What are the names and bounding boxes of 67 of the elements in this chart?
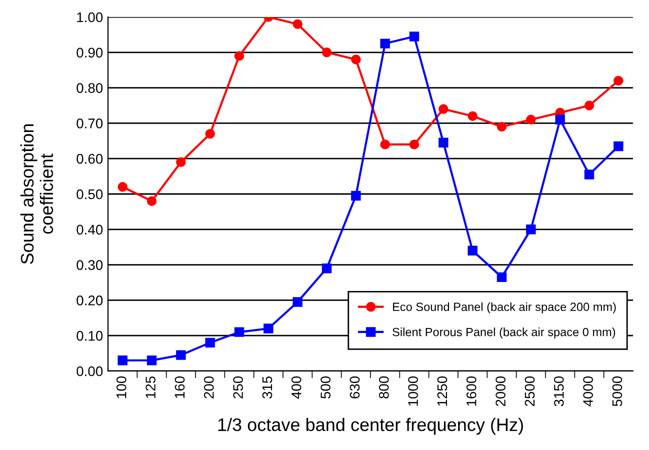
y-tick-label: 0.30: [76, 260, 103, 270]
legend-label: Eco Sound Panel (back air space 200 mm): [393, 302, 616, 314]
x-tick-label: 1600: [466, 376, 476, 406]
y-tick-label: 0.70: [76, 118, 103, 128]
point: [234, 51, 244, 61]
x-tick-label: 160: [174, 376, 185, 398]
point: [584, 170, 594, 180]
y-tick-label: 1.00: [77, 12, 103, 22]
x-tick-label: 2000: [496, 376, 506, 406]
x-tick-label: 5000: [612, 376, 622, 406]
y-tick-label: 0.00: [76, 366, 103, 376]
x-tick-label: 630: [350, 376, 360, 398]
x-tick-label: 4000: [583, 376, 593, 406]
point: [292, 297, 302, 307]
point: [496, 122, 507, 132]
point: [118, 356, 128, 366]
point: [380, 38, 390, 48]
x-tick-label: 250: [233, 376, 243, 398]
y-tick-label: 0.60: [76, 154, 103, 164]
point: [409, 32, 420, 42]
point: [176, 157, 186, 167]
x-tick-label: 315: [262, 376, 272, 398]
point: [526, 114, 536, 125]
x-tick-label: 2500: [524, 376, 535, 406]
point: [146, 196, 157, 206]
point: [438, 138, 448, 148]
y-tick-label: 0.40: [76, 224, 103, 235]
point: [380, 140, 390, 150]
point: [555, 114, 565, 125]
point: [526, 224, 536, 234]
x-tick-label: 500: [320, 376, 330, 398]
point: [118, 182, 128, 192]
y-tick-label: 0.90: [76, 48, 103, 58]
point: [584, 100, 594, 110]
x-tick-label: 3150: [554, 376, 564, 406]
point: [205, 128, 215, 139]
point: [205, 338, 215, 348]
x-axis-title: 1/3 octave band center frequency (Hz): [218, 418, 523, 435]
y-axis-title: Sound absorption coefficient: [20, 124, 54, 264]
point: [264, 324, 274, 334]
point: [292, 19, 302, 29]
point: [468, 246, 478, 256]
point: [496, 272, 507, 282]
y-tick-label: 0.10: [76, 330, 103, 341]
y-tick-label: 0.80: [76, 83, 103, 93]
point: [468, 111, 478, 121]
point: [176, 350, 186, 360]
x-tick-label: 1000: [408, 376, 418, 406]
point: [614, 76, 624, 86]
x-tick-label: 1250: [437, 376, 448, 406]
point: [146, 356, 157, 366]
point: [322, 48, 332, 58]
point: [351, 54, 361, 64]
point: [409, 140, 420, 150]
y-tick-label: 0.20: [76, 296, 103, 306]
point: [614, 141, 624, 152]
x-tick-label: 100: [116, 376, 126, 398]
point: [322, 263, 332, 274]
point: [351, 190, 361, 201]
y-tick-label: 0.50: [76, 189, 103, 200]
x-tick-label: 200: [204, 376, 214, 398]
point: [234, 327, 244, 337]
x-tick-label: 125: [146, 376, 156, 398]
x-tick-label: 800: [378, 376, 389, 398]
legend-label: Silent Porous Panel (back air space 0 mm): [392, 328, 616, 339]
point: [438, 104, 448, 114]
x-tick-label: 400: [291, 376, 302, 399]
